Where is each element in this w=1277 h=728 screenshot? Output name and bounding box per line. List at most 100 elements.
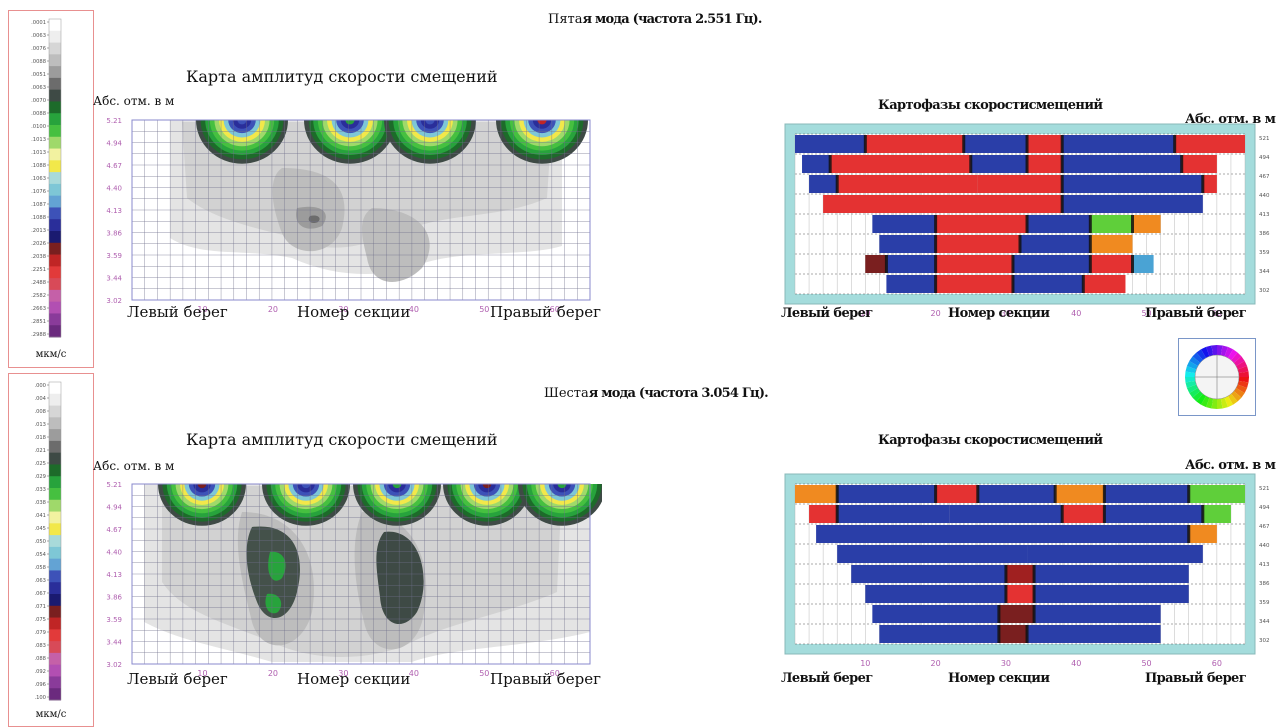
contour-center-label-2: Номер секции [297,670,411,688]
phase-bar [1027,625,1161,643]
legend-swatch [49,89,61,102]
phase-x-tick: 60 [1212,309,1222,318]
legend-tick-label: .004 [34,396,46,402]
contour-lobe [557,484,567,489]
mode-title-2: Шестая мода (частота 3.054 Гц). [544,386,769,401]
contour-map-2: 5.21 4.94 4.67 4.40 4.13 3.86 3.59 3.44 3.02 10 20… [106,481,602,678]
legend-tick-label: .067 [34,591,46,597]
phase-boundary [1011,255,1015,273]
phase-boundary [1088,235,1092,253]
legend-swatch [49,66,61,79]
legend-swatch [49,617,61,630]
phase-bar [963,135,1028,153]
phase-x-tick: 50 [1141,309,1151,318]
phase-boundary [1131,215,1134,233]
wheel-segment [1231,352,1242,363]
phase-bar [1027,215,1091,233]
mode-title-1: Пятая мода (частота 2.551 Гц). [548,12,762,27]
phase-boundary [1060,135,1064,153]
legend-tick-label: .1076 [31,189,46,195]
wheel-segment [1192,391,1203,402]
phase-bar [935,235,1020,253]
contour-lobe [425,120,435,125]
legend-tick-label: .2038 [31,254,46,260]
legend-tick-label: .0063 [31,33,46,39]
phase-bar [802,155,831,173]
phase-bar [809,175,838,193]
contour-right-label-2: Правый берег [490,670,602,688]
legend-svg-1: .0001 .0063 .0076 .0088 .0051 .0063 .0070 .0088… [31,18,62,338]
phase-bar [1062,175,1203,193]
phase-boundary [976,485,980,503]
phase-bar [998,625,1028,643]
color-legend-2: .000 .004 .008 .013 .018 .021 .025 .029 .033 .038… [8,373,94,727]
legend-swatch [49,641,61,654]
legend-tick-label: .2488 [31,280,46,286]
phase-bar [1027,155,1063,173]
contour-region [265,593,282,614]
contour-region [268,551,286,581]
contour-ylabel-2: Абс. отм. в м [93,459,175,473]
phase-right-label-1: Правый берег [1145,306,1247,321]
phase-bar [1012,255,1091,273]
contour-lobe [478,484,496,493]
legend-tick-label: .033 [34,487,46,493]
phase-x-tick: 20 [931,659,941,668]
phase-boundary [1032,585,1036,603]
contour-lobe [345,120,355,125]
contour-lobe [237,120,247,125]
phase-bar [837,505,950,523]
phase-bar [872,605,999,623]
color-legend-1: .0001 .0063 .0076 .0088 .0051 .0063 .0070 .0088… [8,10,94,368]
wheel-segment [1185,371,1196,377]
wheel-segment [1206,397,1214,409]
wheel-segment [1237,380,1249,388]
phase-bar [935,215,1028,233]
legend-swatch [49,688,61,701]
legend-swatch [49,464,61,477]
phase-boundary [1173,135,1177,153]
legend-tick-label: .092 [34,669,46,675]
contour-y-tick: 3.86 [106,594,122,602]
phase-boundary [1180,155,1184,173]
legend-swatch [49,570,61,583]
legend-tick-label: .018 [34,435,46,441]
phase-bar [1012,275,1084,293]
phase-bar [1202,175,1217,193]
legend-swatch [49,664,61,677]
phase-bar [1188,485,1245,503]
legend-svg-2: .000 .004 .008 .013 .018 .021 .025 .029 .033 .038… [34,381,62,701]
contour-title-2: Карта амплитуд скорости смещений [186,430,498,449]
phase-bar [949,505,1063,523]
legend-tick-label: .2663 [31,306,46,312]
contour-lobe [197,484,207,489]
phase-bar [816,525,1189,543]
legend-swatch [49,195,61,208]
contour-left-label-2: Левый берег [127,670,228,688]
phase-bar [1020,235,1091,253]
legend-tick-label: .079 [34,630,46,636]
contour-y-tick: 3.44 [106,275,122,283]
legend-swatch [49,676,61,689]
phase-map-1: 10 20 30 40 50 60 521 494 467 440 413 386 359 344 302 [784,123,1270,318]
wheel-segment [1238,377,1249,383]
legend-tick-label: .008 [34,409,46,415]
contour-x-tick: 30 [338,305,348,314]
phase-bar [823,195,1063,213]
wheel-segment [1228,393,1238,405]
legend-swatch [49,148,61,161]
legend-tick-label: .2026 [31,241,46,247]
wheel-segment [1206,345,1214,357]
phase-bar [1181,155,1217,173]
contour-lobe [482,484,492,489]
legend-tick-label: .2251 [31,267,46,273]
contour-y-tick: 4.67 [106,162,122,170]
wheel-segment [1236,361,1248,370]
legend-tick-label: .050 [34,539,46,545]
wheel-segment [1233,356,1245,366]
phase-bar [872,215,936,233]
contour-y-tick: 5.21 [106,481,122,489]
phase-ylabel-1: Абс. отм. в м [1185,112,1276,127]
legend-tick-label: .038 [34,500,46,506]
phase-boundary [1025,155,1029,173]
